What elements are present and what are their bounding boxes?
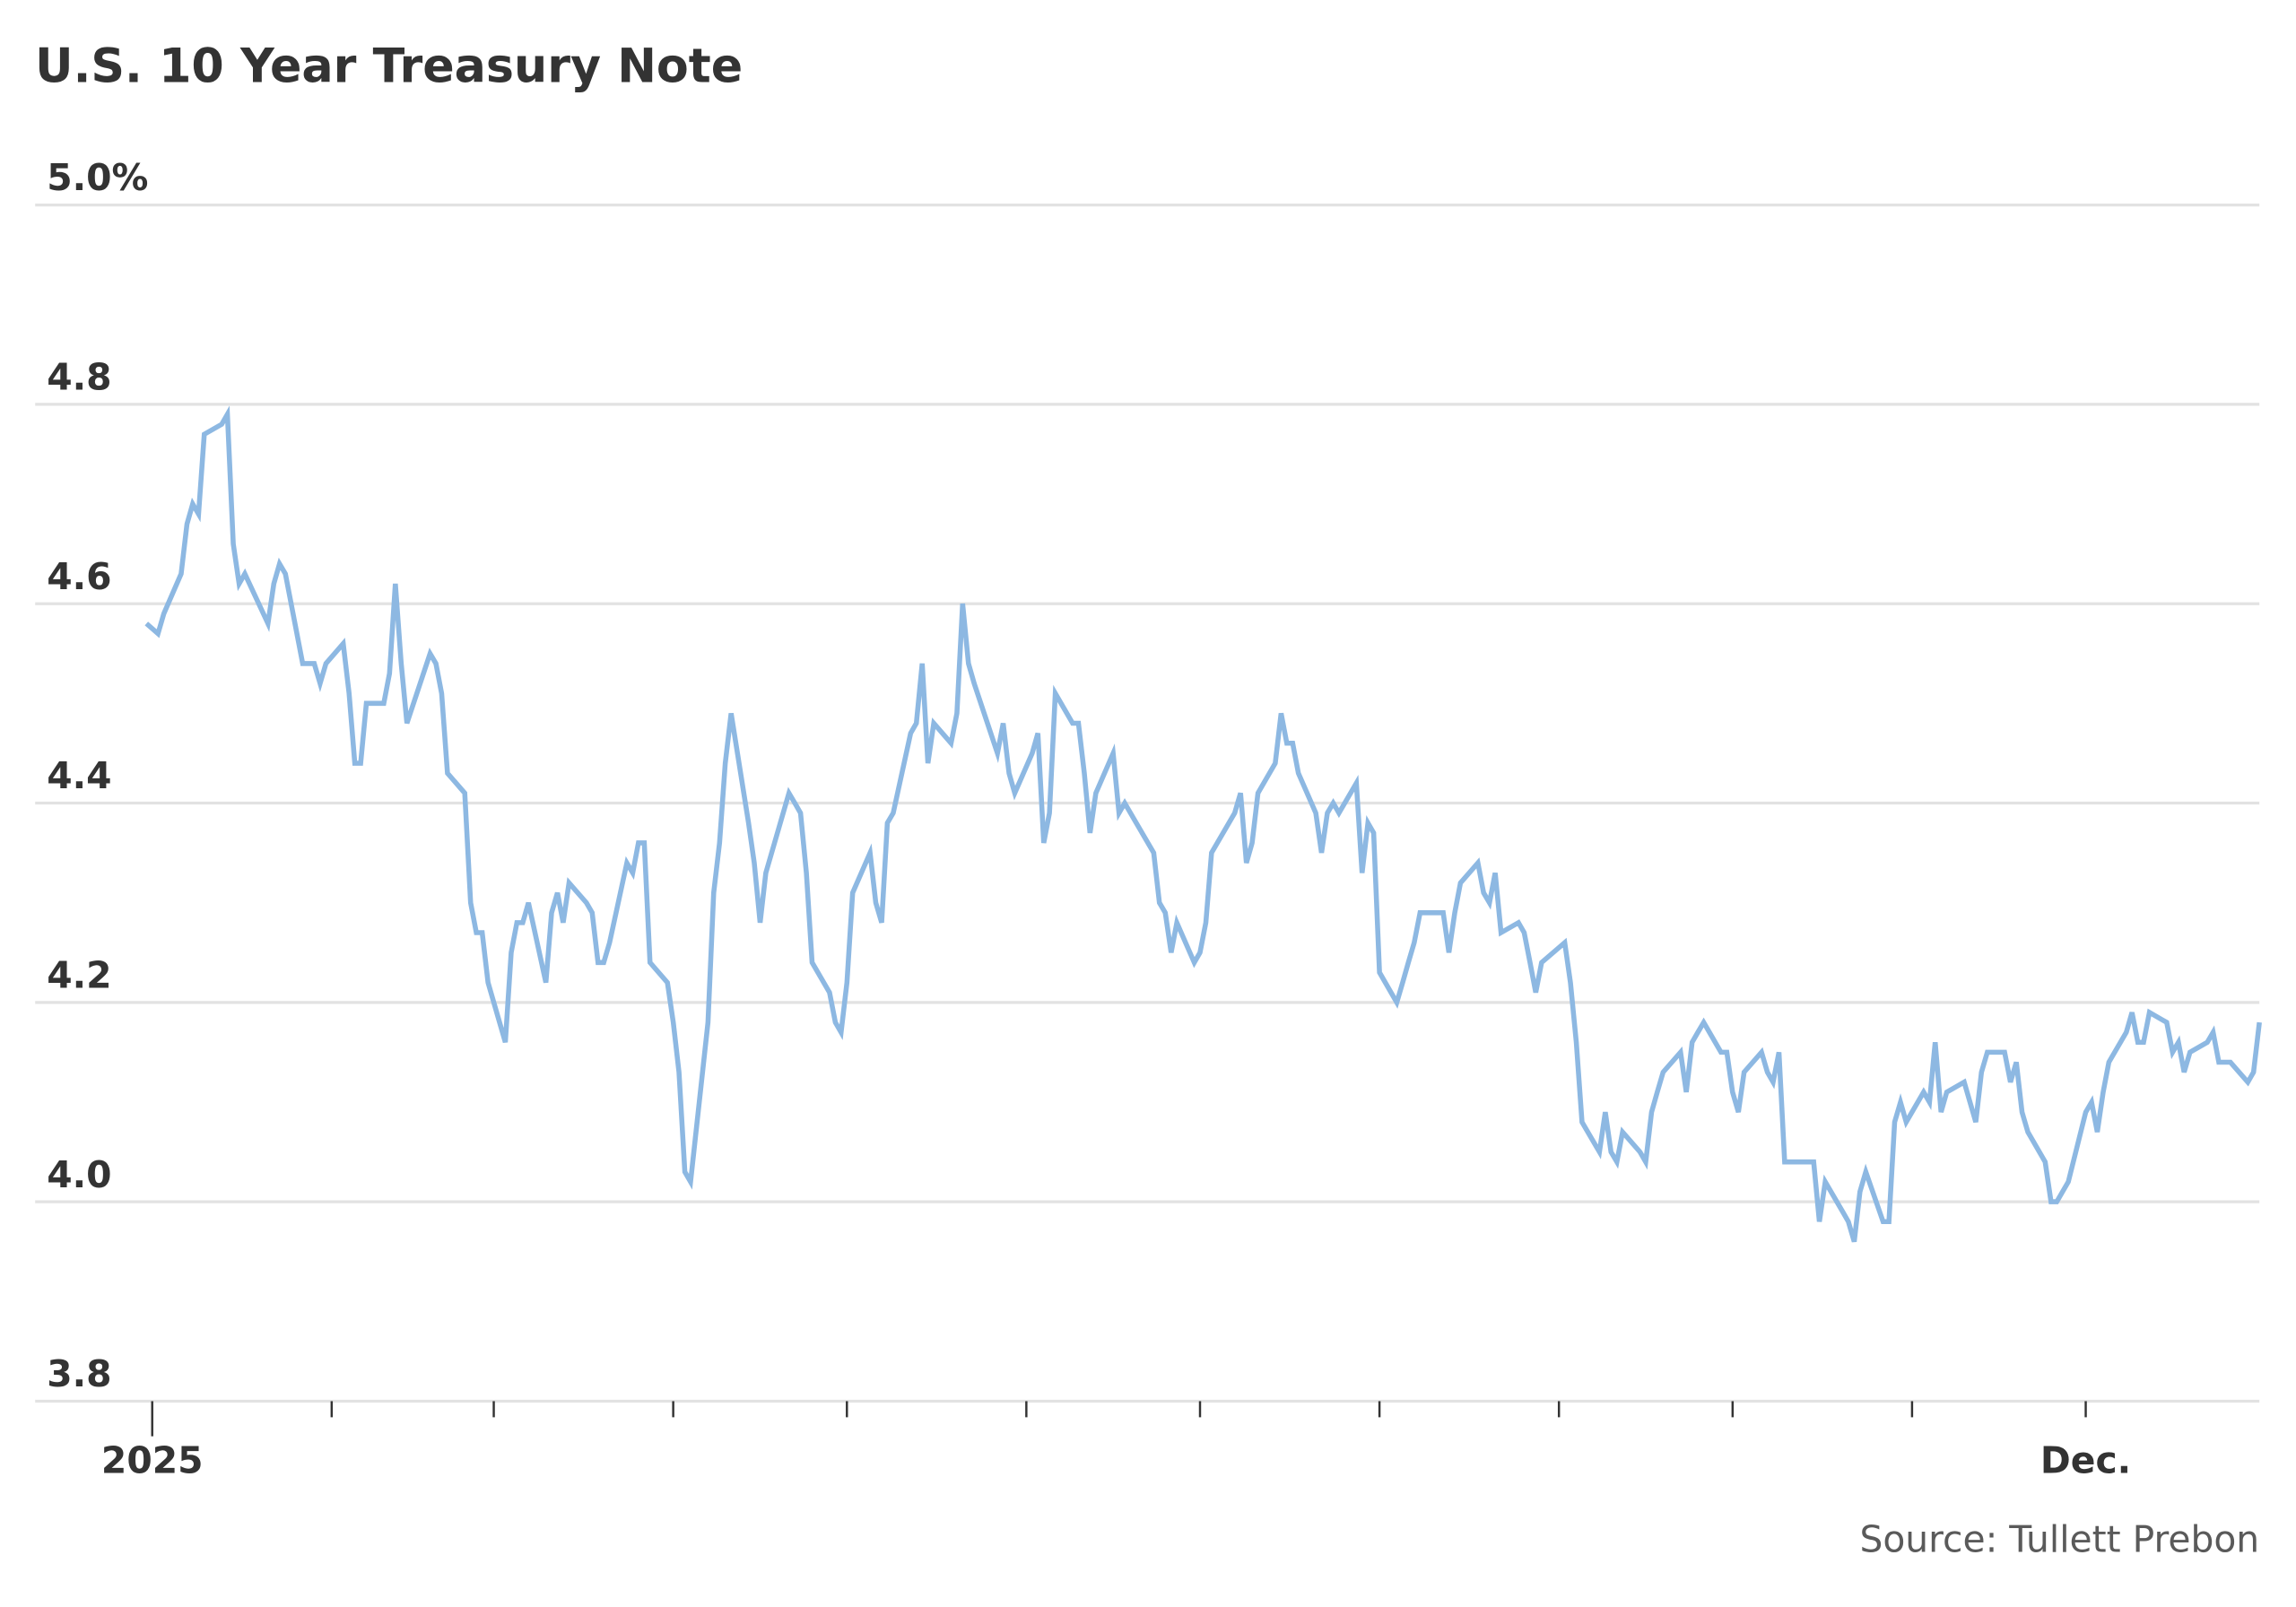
- y-axis: 5.0% 4.8 4.6 4.4 4.2 4.0 3.8: [47, 156, 148, 1395]
- y-tick-label: 4.4: [47, 754, 111, 797]
- y-tick-label: 4.2: [47, 953, 111, 996]
- y-tick-label: 4.8: [47, 356, 111, 399]
- y-tick-label: 3.8: [47, 1352, 111, 1395]
- gridlines: [35, 203, 2260, 1403]
- source-note: Source: Tullett Prebon: [1859, 1518, 2259, 1561]
- y-tick-label: 4.0: [47, 1153, 111, 1196]
- y-tick-label: 4.6: [47, 555, 111, 598]
- y-tick-label: 5.0%: [47, 156, 148, 199]
- x-axis: 2025 Dec.: [101, 1401, 2131, 1481]
- x-tick-label: Dec.: [2040, 1438, 2131, 1481]
- yield-line: [144, 405, 2262, 1243]
- chart-title: U.S. 10 Year Treasury Note: [35, 39, 743, 93]
- x-tick-label: 2025: [101, 1438, 204, 1481]
- series-layer: [144, 405, 2262, 1243]
